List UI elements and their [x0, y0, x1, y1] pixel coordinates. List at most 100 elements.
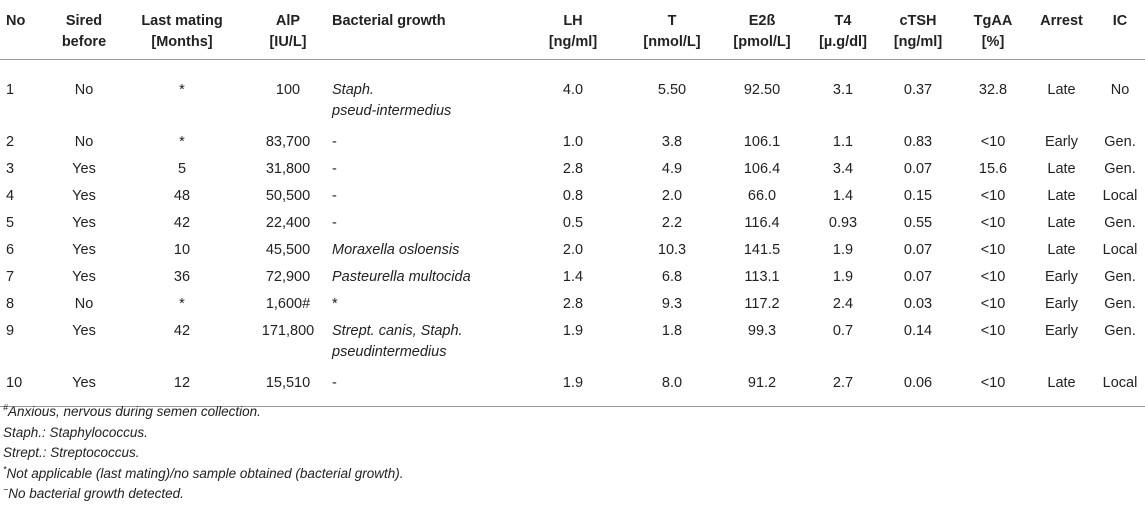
last-mating-cell: * — [179, 134, 185, 150]
column-header: Sired before — [50, 2, 118, 60]
arrest-cell: Early — [1044, 323, 1079, 339]
table-body: 1 No * 100 Staph. pseud-intermedius 4.0 5.50 92.… — [0, 60, 1145, 407]
t-cell: 8.0 — [661, 375, 683, 391]
no-cell: 10 — [6, 375, 23, 391]
header-line: IC — [1112, 13, 1128, 29]
no-cell: 9 — [6, 323, 15, 339]
sired-cell: No — [74, 82, 94, 98]
t4-cell: 2.4 — [832, 296, 854, 312]
e2b-cell: 117.2 — [744, 296, 780, 312]
no-cell: 3 — [6, 161, 15, 177]
header-line: AlP — [275, 13, 301, 29]
t-cell: 4.9 — [661, 161, 683, 177]
e2b-cell: 113.1 — [744, 269, 780, 285]
ic-cell: No — [1110, 82, 1130, 98]
bacterial-growth-cell: * — [330, 288, 518, 315]
arrest-cell: Late — [1047, 82, 1076, 98]
arrest-cell: Early — [1044, 296, 1079, 312]
header-row: No Sired before Last mating [Months] AlP [IU/L… — [0, 2, 1145, 60]
no-cell: 7 — [6, 269, 15, 285]
table-row: 4 Yes 48 50,500 - 0.8 2.0 66.0 1.4 0.15 <10 Late Loc… — [0, 180, 1145, 207]
header-line: No — [6, 13, 26, 29]
header-line: Arrest — [1040, 13, 1083, 29]
column-header: TgAA [%] — [958, 2, 1028, 60]
ic-cell: Gen. — [1104, 269, 1136, 285]
t4-cell: 0.7 — [832, 323, 854, 339]
header-unit: [ng/ml] — [548, 34, 598, 50]
header-line: TgAA — [973, 13, 1013, 29]
sired-cell: No — [74, 296, 94, 312]
column-header: cTSH [ng/ml] — [878, 2, 958, 60]
alp-cell: 100 — [275, 82, 301, 98]
bacterial-line: pseudintermedius — [332, 344, 447, 360]
tgaa-cell: 15.6 — [978, 161, 1008, 177]
header-line: cTSH — [899, 13, 937, 29]
header-unit: [nmol/L] — [643, 34, 701, 50]
tgaa-cell: <10 — [980, 215, 1006, 231]
e2b-cell: 141.5 — [743, 242, 781, 258]
tgaa-cell: <10 — [980, 188, 1006, 204]
t-cell: 3.8 — [661, 134, 683, 150]
t4-cell: 1.9 — [832, 242, 854, 258]
last-mating-cell: * — [179, 296, 185, 312]
lh-cell: 1.4 — [562, 269, 584, 285]
lh-cell: 4.0 — [562, 82, 584, 98]
bacterial-line: - — [332, 375, 337, 391]
footnote-no-growth: −No bacterial growth detected. — [3, 484, 403, 505]
last-mating-cell: 42 — [173, 323, 191, 339]
t-cell: 5.50 — [657, 82, 687, 98]
ctsh-cell: 0.07 — [903, 269, 933, 285]
tgaa-cell: <10 — [980, 242, 1006, 258]
table-row: 8 No * 1,600# * 2.8 9.3 117.2 2.4 0.03 <10 Early Gen… — [0, 288, 1145, 315]
ctsh-cell: 0.15 — [903, 188, 933, 204]
last-mating-cell: 5 — [177, 161, 187, 177]
table-row: 5 Yes 42 22,400 - 0.5 2.2 116.4 0.93 0.55 <10 Late G… — [0, 207, 1145, 234]
bacterial-growth-cell: - — [330, 180, 518, 207]
ic-cell: Local — [1102, 188, 1138, 204]
footnote-anxious: #Anxious, nervous during semen collectio… — [3, 402, 403, 423]
column-header: Arrest — [1028, 2, 1095, 60]
bacterial-line: Pasteurella multocida — [332, 269, 471, 285]
lh-cell: 1.9 — [562, 375, 584, 391]
alp-cell: 1,600# — [265, 296, 311, 312]
sired-cell: Yes — [72, 375, 96, 391]
header-unit: [ng/ml] — [893, 34, 943, 50]
sired-cell: Yes — [72, 215, 96, 231]
table-header: No Sired before Last mating [Months] AlP [IU/L… — [0, 2, 1145, 60]
ctsh-cell: 0.83 — [903, 134, 933, 150]
header-line: E2ß — [748, 13, 776, 29]
ctsh-cell: 0.37 — [903, 82, 933, 98]
alp-cell: 15,510 — [265, 375, 311, 391]
column-header: Bacterial growth — [330, 2, 518, 60]
ic-cell: Gen. — [1104, 296, 1136, 312]
header-unit: before — [61, 34, 107, 50]
footnote-strept: Strept.: Streptococcus. — [3, 445, 140, 460]
arrest-cell: Early — [1044, 134, 1079, 150]
bacterial-growth-cell: Pasteurella multocida — [330, 261, 518, 288]
bacterial-line: Moraxella osloensis — [332, 242, 460, 258]
column-header: T [nmol/L] — [628, 2, 716, 60]
footnote-mark: * — [3, 464, 7, 474]
column-header: AlP [IU/L] — [246, 2, 330, 60]
table-row: 1 No * 100 Staph. pseud-intermedius 4.0 5.50 92.… — [0, 60, 1145, 127]
header-unit: [µ.g/dl] — [819, 34, 867, 50]
t4-cell: 1.1 — [832, 134, 854, 150]
arrest-cell: Late — [1047, 242, 1076, 258]
e2b-cell: 99.3 — [747, 323, 777, 339]
ctsh-cell: 0.07 — [903, 242, 933, 258]
e2b-cell: 106.1 — [743, 134, 781, 150]
arrest-cell: Early — [1044, 269, 1079, 285]
e2b-cell: 92.50 — [743, 82, 781, 98]
bacterial-line: - — [332, 161, 337, 177]
t-cell: 2.2 — [661, 215, 683, 231]
ctsh-cell: 0.55 — [903, 215, 933, 231]
footnote-staph: Staph.: Staphylococcus. — [3, 424, 148, 440]
bacterial-growth-cell: - — [330, 126, 518, 153]
e2b-cell: 91.2 — [747, 375, 777, 391]
column-header: T4 [µ.g/dl] — [808, 2, 878, 60]
alp-cell: 31,800 — [265, 161, 311, 177]
t-cell: 2.0 — [661, 188, 683, 204]
table-row: 3 Yes 5 31,800 - 2.8 4.9 106.4 3.4 0.07 15.6 Late Ge… — [0, 153, 1145, 180]
no-cell: 5 — [6, 215, 15, 231]
